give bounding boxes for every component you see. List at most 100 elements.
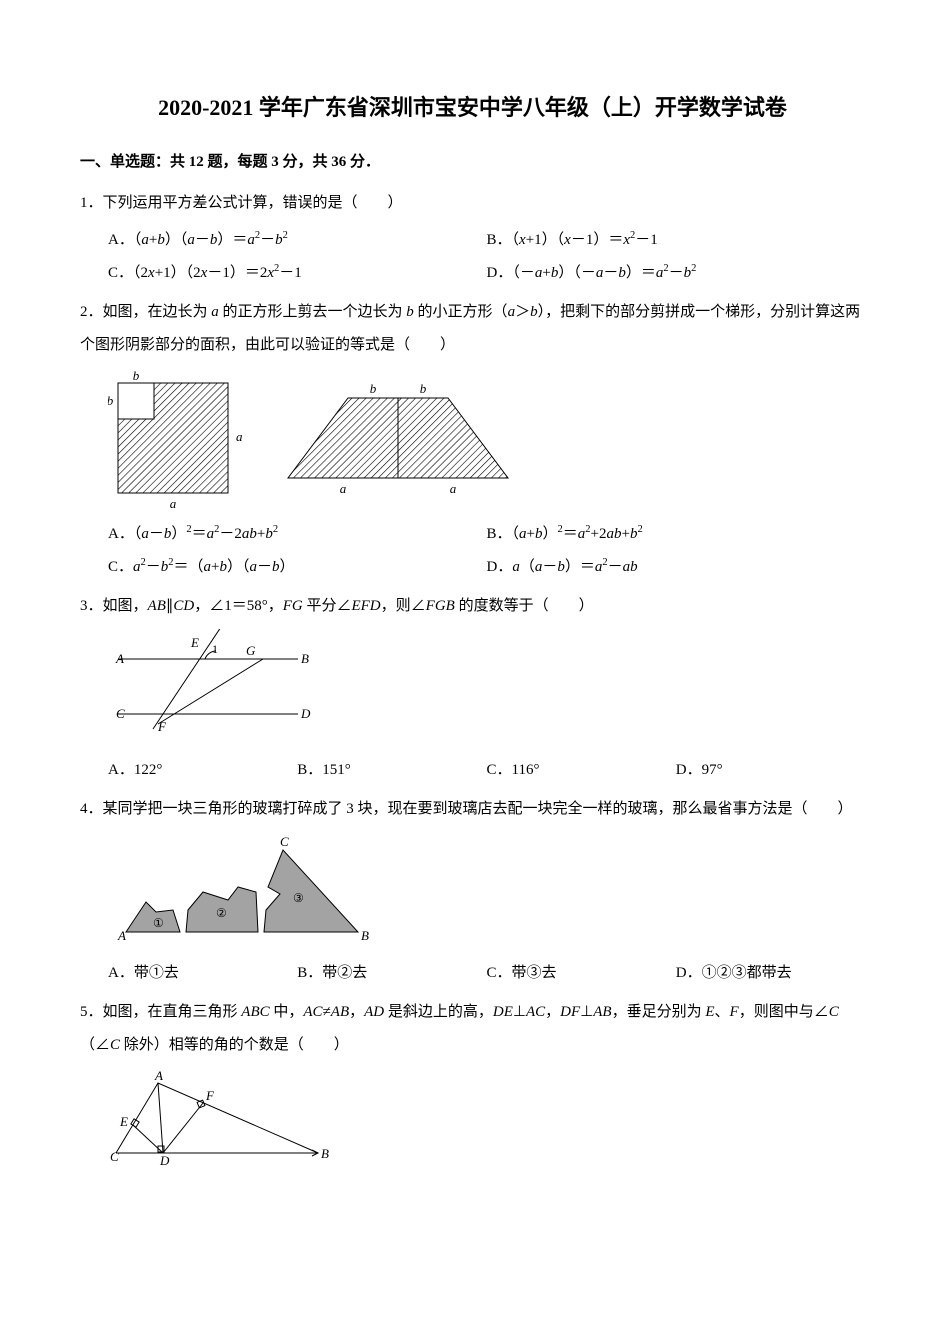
q3-opt-b: B．151° [297, 754, 486, 787]
q1-opt-b: B．（x+1）（x－1）＝x2－1 [487, 224, 866, 257]
q1-d-text: （－a+b）（－a－b）＝a2－b2 [512, 265, 696, 281]
q2-opt-a: A．（a－b）2＝a2－2ab+b2 [108, 518, 487, 551]
q3-num: 3． [80, 598, 103, 614]
q2-num: 2． [80, 304, 103, 320]
q1-a-label: A． [108, 232, 134, 248]
q4-num: 4． [80, 801, 103, 817]
q3-text: 如图，AB∥CD，∠1＝58°，FG 平分∠EFD，则∠FGB 的度数等于（ ） [103, 598, 594, 614]
question-3: 3．如图，AB∥CD，∠1＝58°，FG 平分∠EFD，则∠FGB 的度数等于（… [80, 590, 865, 787]
q4-svg: A B C ① ② ③ [108, 832, 388, 947]
q3-stem: 3．如图，AB∥CD，∠1＝58°，FG 平分∠EFD，则∠FGB 的度数等于（… [80, 590, 865, 623]
q1-options: A．（a+b）（a－b）＝a2－b2 B．（x+1）（x－1）＝x2－1 C．（… [80, 224, 865, 290]
q2-d-label: D． [487, 559, 513, 575]
q4-b-label: B． [297, 965, 322, 981]
svg-text:A: A [154, 1068, 163, 1083]
q3-options: A．122° B．151° C．116° D．97° [80, 754, 865, 787]
q3-d-label: D． [676, 762, 702, 778]
q2-text: 如图，在边长为 a 的正方形上剪去一个边长为 b 的小正方形（a＞b），把剩下的… [80, 304, 860, 353]
svg-text:a: a [236, 429, 243, 444]
svg-text:B: B [361, 928, 369, 943]
q4-a-label: A． [108, 965, 134, 981]
q3-a-text: 122° [134, 762, 163, 778]
q4-c-text: 带③去 [512, 965, 557, 981]
q3-b-text: 151° [322, 762, 351, 778]
svg-text:G: G [246, 643, 256, 658]
svg-text:C: C [280, 834, 289, 849]
question-4: 4．某同学把一块三角形的玻璃打碎成了 3 块，现在要到玻璃店去配一块完全一样的玻… [80, 793, 865, 990]
svg-text:b: b [133, 368, 140, 383]
page-title: 2020-2021 学年广东省深圳市宝安中学八年级（上）开学数学试卷 [80, 90, 865, 122]
q2-a-label: A． [108, 526, 134, 542]
svg-text:a: a [340, 481, 347, 496]
q3-opt-d: D．97° [676, 754, 865, 787]
q5-figure: A B C D E F [80, 1068, 865, 1168]
q4-figure: A B C ① ② ③ [80, 832, 865, 947]
q1-b-text: （x+1）（x－1）＝x2－1 [512, 232, 658, 248]
q2-opt-d: D．a（a－b）＝a2－ab [487, 551, 866, 584]
svg-text:C: C [116, 706, 125, 721]
q4-a-text: 带①去 [134, 965, 179, 981]
svg-text:A: A [117, 928, 126, 943]
q4-opt-b: B．带②去 [297, 957, 486, 990]
svg-text:C: C [110, 1149, 119, 1164]
q2-b-text: （a+b）2＝a2+2ab+b2 [512, 526, 643, 542]
q3-b-label: B． [297, 762, 322, 778]
q3-svg: A B C D E F G 1 [108, 629, 328, 744]
q4-options: A．带①去 B．带②去 C．带③去 D．①②③都带去 [80, 957, 865, 990]
svg-text:a: a [450, 481, 457, 496]
q2-stem: 2．如图，在边长为 a 的正方形上剪去一个边长为 b 的小正方形（a＞b），把剩… [80, 296, 865, 362]
svg-text:B: B [301, 651, 309, 666]
svg-text:③: ③ [293, 891, 304, 905]
section-header: 一、单选题：共 12 题，每题 3 分，共 36 分． [80, 150, 865, 171]
exam-page: 2020-2021 学年广东省深圳市宝安中学八年级（上）开学数学试卷 一、单选题… [0, 0, 945, 1337]
q4-d-label: D． [676, 965, 702, 981]
q1-a-text: （a+b）（a－b）＝a2－b2 [134, 232, 288, 248]
q1-stem: 1．下列运用平方差公式计算，错误的是（ ） [80, 187, 865, 220]
svg-text:①: ① [153, 916, 164, 930]
svg-text:F: F [205, 1088, 215, 1103]
q3-c-label: C． [487, 762, 512, 778]
svg-text:F: F [157, 719, 167, 734]
q4-opt-a: A．带①去 [108, 957, 297, 990]
q2-options: A．（a－b）2＝a2－2ab+b2 B．（a+b）2＝a2+2ab+b2 C．… [80, 518, 865, 584]
q5-text: 如图，在直角三角形 ABC 中，AC≠AB，AD 是斜边上的高，DE⊥AC，DF… [80, 1004, 839, 1053]
q5-stem: 5．如图，在直角三角形 ABC 中，AC≠AB，AD 是斜边上的高，DE⊥AC，… [80, 996, 865, 1062]
q2-c-label: C． [108, 559, 133, 575]
q3-a-label: A． [108, 762, 134, 778]
svg-text:1: 1 [212, 642, 218, 656]
q2-a-text: （a－b）2＝a2－2ab+b2 [134, 526, 278, 542]
svg-text:b: b [420, 381, 427, 396]
q4-b-text: 带②去 [322, 965, 367, 981]
q3-figure: A B C D E F G 1 [80, 629, 865, 744]
q4-d-text: ①②③都带去 [702, 965, 792, 981]
q4-stem: 4．某同学把一块三角形的玻璃打碎成了 3 块，现在要到玻璃店去配一块完全一样的玻… [80, 793, 865, 826]
q3-opt-c: C．116° [487, 754, 676, 787]
q1-c-label: C． [108, 265, 133, 281]
q4-opt-c: C．带③去 [487, 957, 676, 990]
q1-opt-c: C．（2x+1）（2x－1）＝2x2－1 [108, 257, 487, 290]
q3-opt-a: A．122° [108, 754, 297, 787]
q1-opt-a: A．（a+b）（a－b）＝a2－b2 [108, 224, 487, 257]
q1-num: 1． [80, 195, 103, 211]
q1-b-label: B． [487, 232, 512, 248]
q2-opt-b: B．（a+b）2＝a2+2ab+b2 [487, 518, 866, 551]
q5-num: 5． [80, 1004, 103, 1020]
q2-figure: b b a a b b a a [80, 368, 865, 508]
svg-text:E: E [119, 1114, 128, 1129]
q1-text: 下列运用平方差公式计算，错误的是（ ） [103, 195, 403, 211]
svg-text:a: a [170, 496, 177, 508]
svg-text:D: D [159, 1153, 170, 1168]
svg-text:A: A [115, 651, 124, 666]
q4-opt-d: D．①②③都带去 [676, 957, 865, 990]
q2-d-text: a（a－b）＝a2－ab [512, 559, 637, 575]
svg-text:②: ② [216, 906, 227, 920]
question-5: 5．如图，在直角三角形 ABC 中，AC≠AB，AD 是斜边上的高，DE⊥AC，… [80, 996, 865, 1168]
q2-svg: b b a a b b a a [108, 368, 528, 508]
svg-text:B: B [321, 1146, 329, 1161]
q1-d-label: D． [487, 265, 513, 281]
q5-svg: A B C D E F [108, 1068, 338, 1168]
question-2: 2．如图，在边长为 a 的正方形上剪去一个边长为 b 的小正方形（a＞b），把剩… [80, 296, 865, 584]
svg-text:E: E [190, 635, 199, 650]
q2-c-text: a2－b2＝（a+b）（a－b） [133, 559, 295, 575]
q3-c-text: 116° [512, 762, 540, 778]
